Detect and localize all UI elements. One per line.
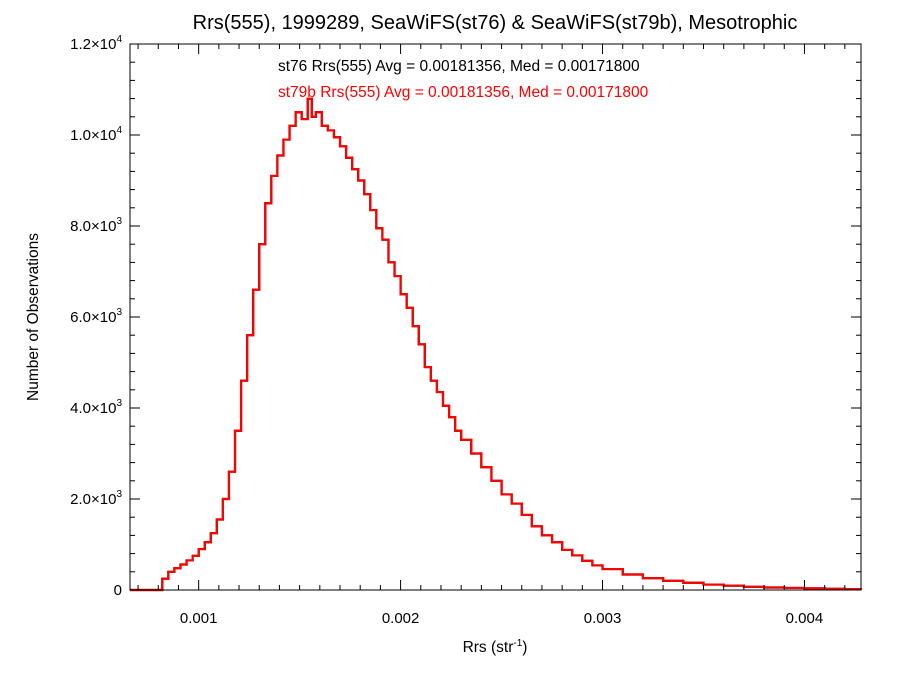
y-tick-label-base: 8.0×10 xyxy=(70,218,116,235)
y-tick-label-exponent: 4 xyxy=(116,34,122,45)
y-tick-label-base: 1.0×10 xyxy=(70,127,116,144)
annotation-st76: st76 Rrs(555) Avg = 0.00181356, Med = 0.… xyxy=(278,58,640,75)
y-tick-label: 2.0×103 xyxy=(70,489,122,508)
y-tick-label-exponent: 3 xyxy=(116,307,122,318)
x-tick-label: 0.003 xyxy=(584,610,622,627)
tick-layer: 0.001 0.002 0.003 0.00402.0×1034.0×1036.0×1… xyxy=(70,34,861,627)
series-st79b-line xyxy=(130,97,863,592)
series-layer xyxy=(130,97,863,592)
y-tick-label: 1.0×104 xyxy=(70,125,122,144)
annotation-st79b: st79b Rrs(555) Avg = 0.00181356, Med = 0… xyxy=(278,84,649,101)
x-tick-label: 0.004 xyxy=(786,610,824,627)
x-tick-label: 0.001 xyxy=(180,610,218,627)
y-tick-label-base: 1.2×10 xyxy=(70,36,116,53)
y-axis-label: Number of Observations xyxy=(25,233,42,401)
y-tick-label: 0 xyxy=(114,582,122,599)
plot-frame xyxy=(129,43,862,591)
y-tick-label: 6.0×103 xyxy=(70,307,122,326)
y-tick-label: 4.0×103 xyxy=(70,398,122,417)
y-tick-label: 1.2×104 xyxy=(70,34,122,53)
x-axis-label: Rrs (str-1) xyxy=(463,638,528,656)
y-tick-label-base: 4.0×10 xyxy=(70,400,116,417)
x-axis-label-close: ) xyxy=(522,639,527,656)
y-tick-label: 8.0×103 xyxy=(70,216,122,235)
x-axis-label-sup: -1 xyxy=(513,638,522,649)
x-tick-label: 0.002 xyxy=(382,610,420,627)
y-tick-label-exponent: 3 xyxy=(116,398,122,409)
y-tick-label-exponent: 3 xyxy=(116,489,122,500)
chart-title: Rrs(555), 1999289, SeaWiFS(st76) & SeaWi… xyxy=(193,12,798,34)
y-tick-label-base: 2.0×10 xyxy=(70,491,116,508)
y-tick-label-base: 6.0×10 xyxy=(70,309,116,326)
x-axis-label-base: Rrs (str xyxy=(463,639,514,656)
y-tick-label-base: 0 xyxy=(114,582,122,599)
y-tick-label-exponent: 4 xyxy=(116,125,122,136)
series-st76-line xyxy=(130,97,863,592)
y-tick-label-exponent: 3 xyxy=(116,216,122,227)
